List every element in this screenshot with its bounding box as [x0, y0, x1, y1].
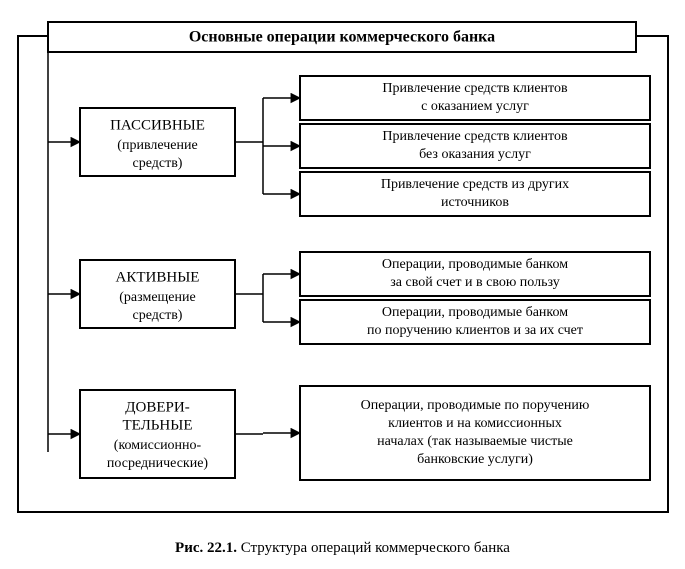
leaf-text: клиентов и на комиссионных: [388, 416, 562, 431]
category-sub1: (привлечение: [117, 138, 197, 153]
leaf-text: Привлечение средств из других: [381, 177, 569, 192]
leaf-text: началах (так называемые чистые: [377, 434, 573, 449]
leaf-text: Привлечение средств клиентов: [382, 81, 568, 96]
category-title: АКТИВНЫЕ: [116, 269, 200, 285]
leaf-text: банковские услуги): [417, 452, 533, 467]
leaf-text: с оказанием услуг: [421, 99, 529, 114]
leaf-text: Операции, проводимые банком: [382, 305, 568, 320]
figure-caption: Рис. 22.1. Структура операций коммерческ…: [175, 540, 510, 556]
leaf-text: за свой счет и в свою пользу: [390, 275, 559, 290]
category-sub2: средств): [133, 156, 183, 171]
category-sub2: посреднические): [107, 456, 209, 471]
category-sub1: (комиссионно-: [114, 438, 202, 453]
leaf-text: без оказания услуг: [419, 147, 531, 162]
category-title2: ТЕЛЬНЫЕ: [123, 417, 193, 433]
title-text: Основные операции коммерческого банка: [189, 29, 495, 46]
leaf-text: по поручению клиентов и за их счет: [367, 323, 583, 338]
leaf-text: Операции, проводимые по поручению: [361, 398, 590, 413]
category-sub2: средств): [133, 308, 183, 323]
category-sub1: (размещение: [119, 290, 195, 305]
leaf-text: Привлечение средств клиентов: [382, 129, 568, 144]
category-title: ПАССИВНЫЕ: [110, 117, 205, 133]
leaf-text: Операции, проводимые банком: [382, 257, 568, 272]
category-title: ДОВЕРИ-: [125, 399, 189, 415]
diagram-canvas: Основные операции коммерческого банка ПАС…: [0, 0, 685, 569]
leaf-text: источников: [441, 195, 509, 210]
